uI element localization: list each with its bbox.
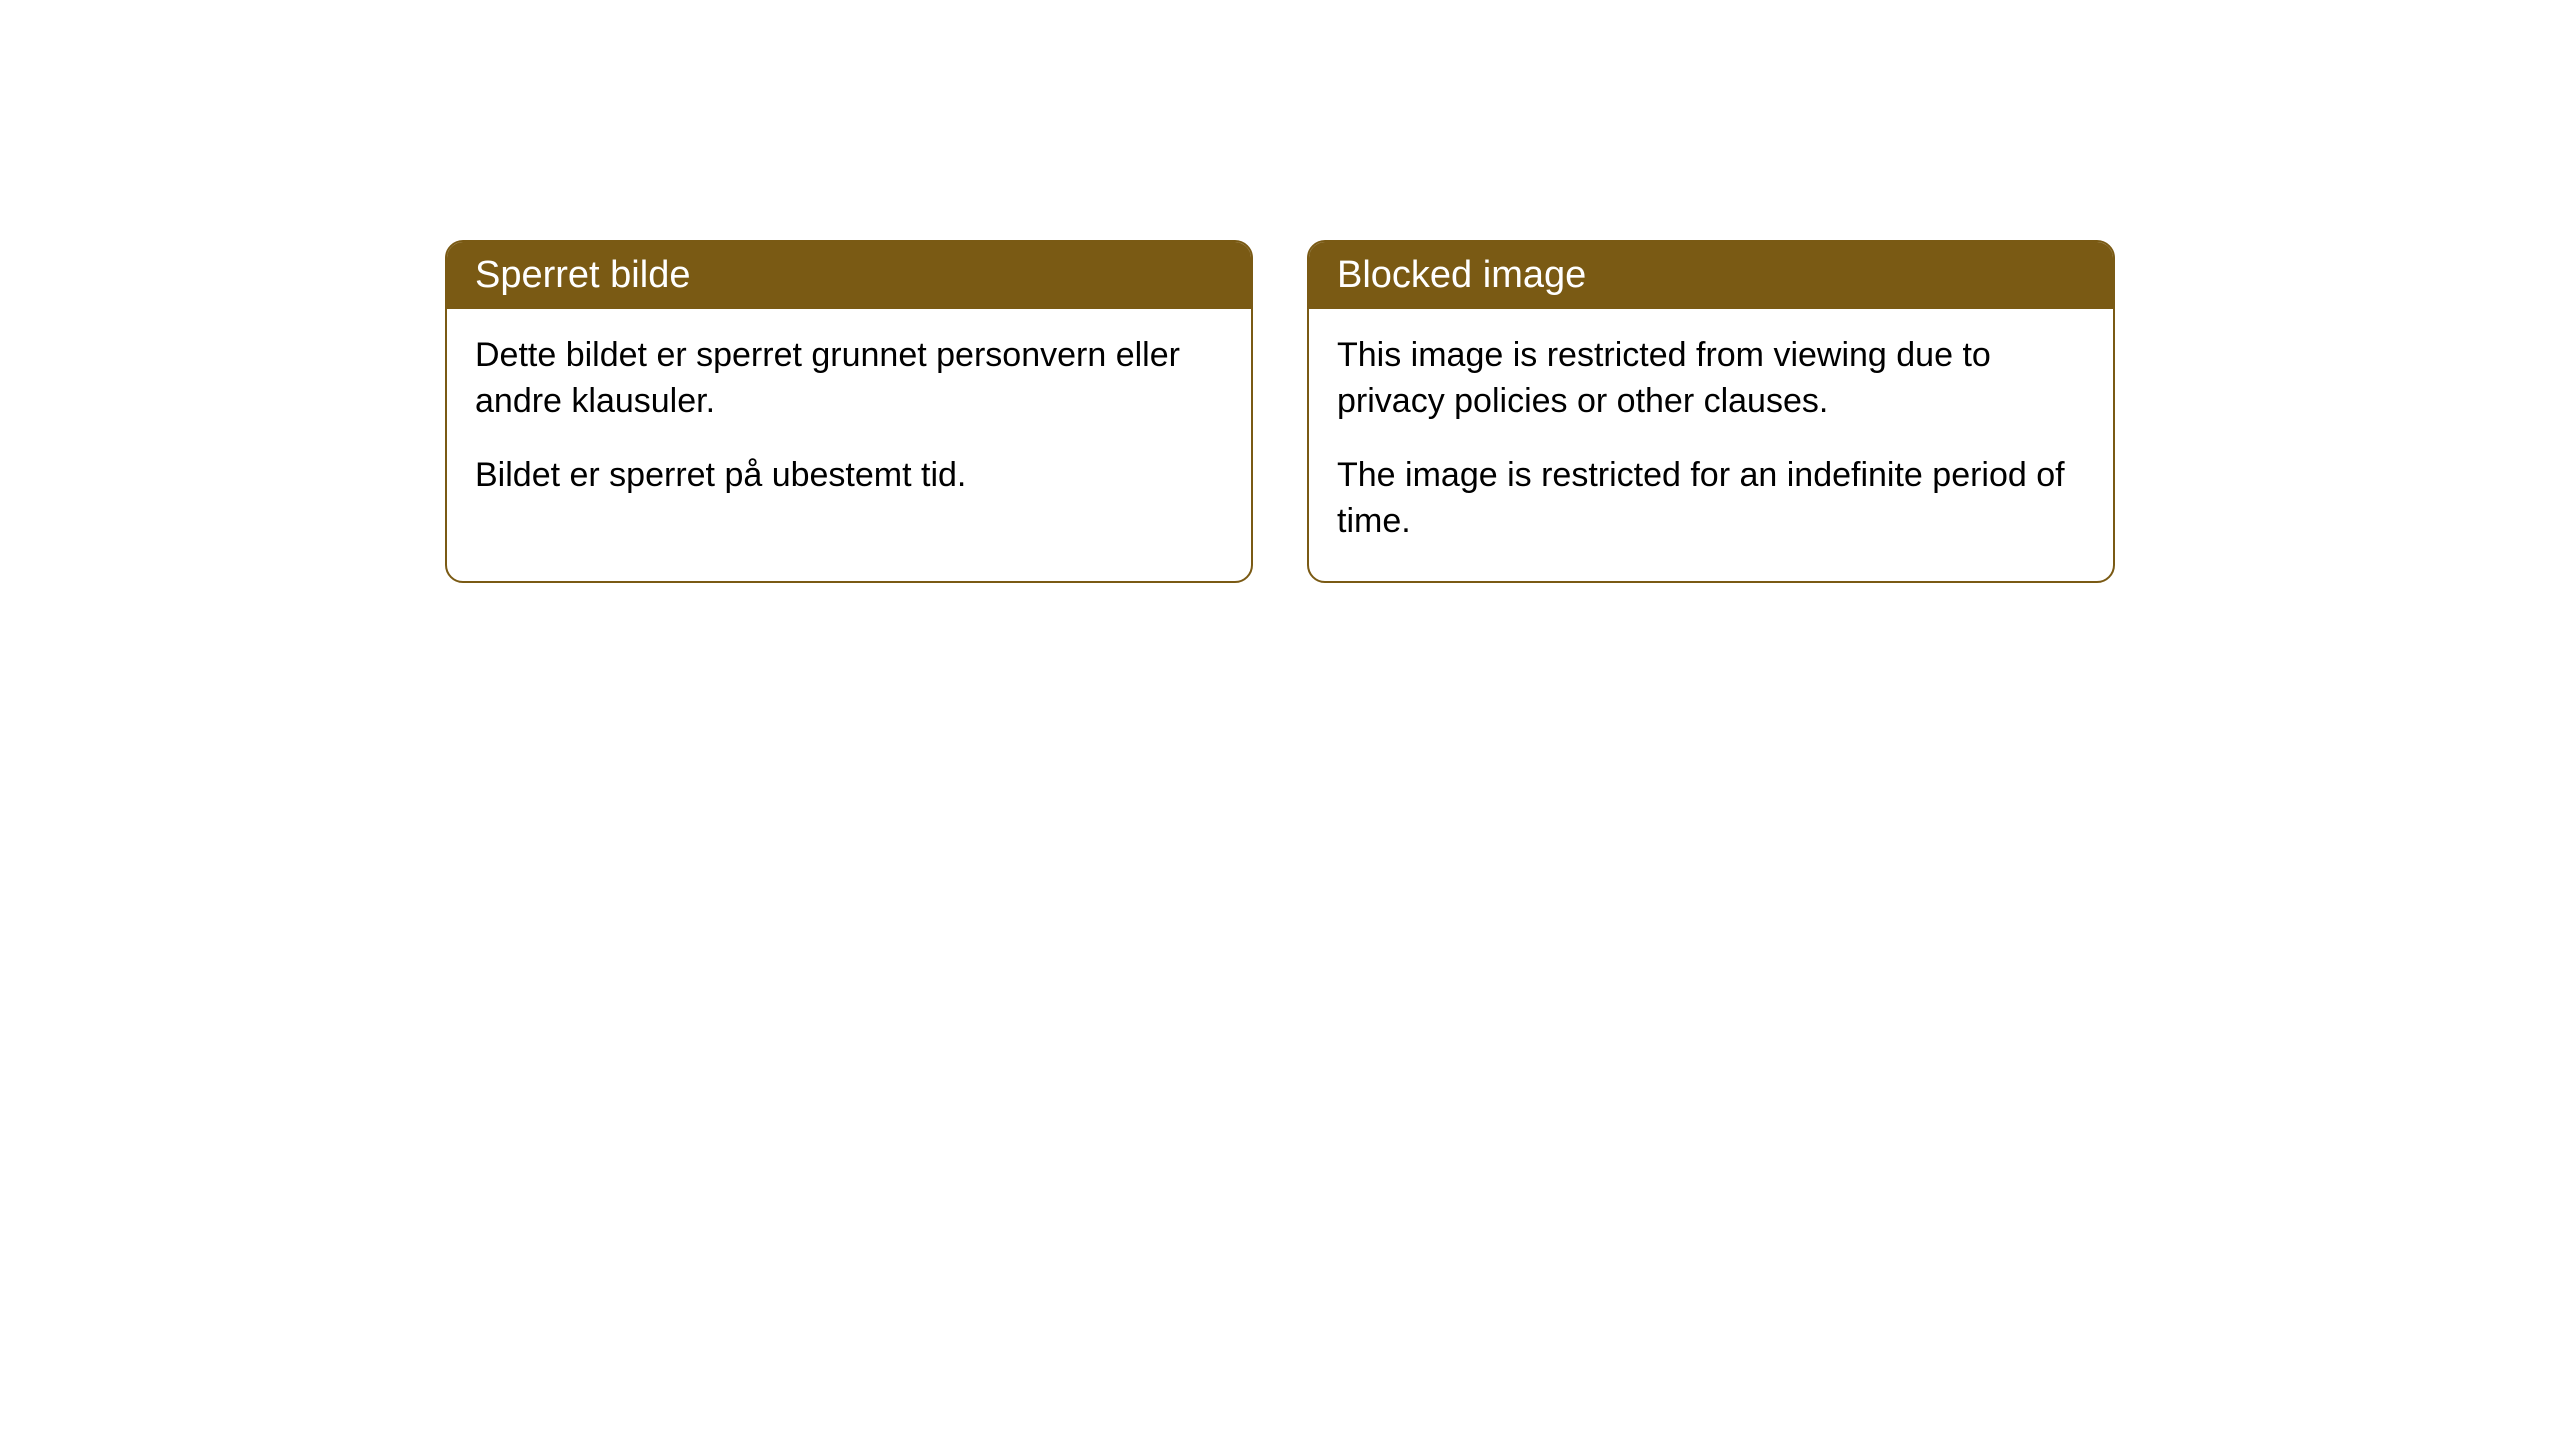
card-paragraph: Dette bildet er sperret grunnet personve… <box>475 333 1223 425</box>
card-paragraph: Bildet er sperret på ubestemt tid. <box>475 453 1223 499</box>
card-container: Sperret bilde Dette bildet er sperret gr… <box>0 240 2560 583</box>
blocked-image-card-english: Blocked image This image is restricted f… <box>1307 240 2115 583</box>
card-body: This image is restricted from viewing du… <box>1309 309 2113 581</box>
card-header: Sperret bilde <box>447 242 1251 309</box>
card-paragraph: The image is restricted for an indefinit… <box>1337 453 2085 545</box>
card-header: Blocked image <box>1309 242 2113 309</box>
card-paragraph: This image is restricted from viewing du… <box>1337 333 2085 425</box>
blocked-image-card-norwegian: Sperret bilde Dette bildet er sperret gr… <box>445 240 1253 583</box>
card-body: Dette bildet er sperret grunnet personve… <box>447 309 1251 535</box>
